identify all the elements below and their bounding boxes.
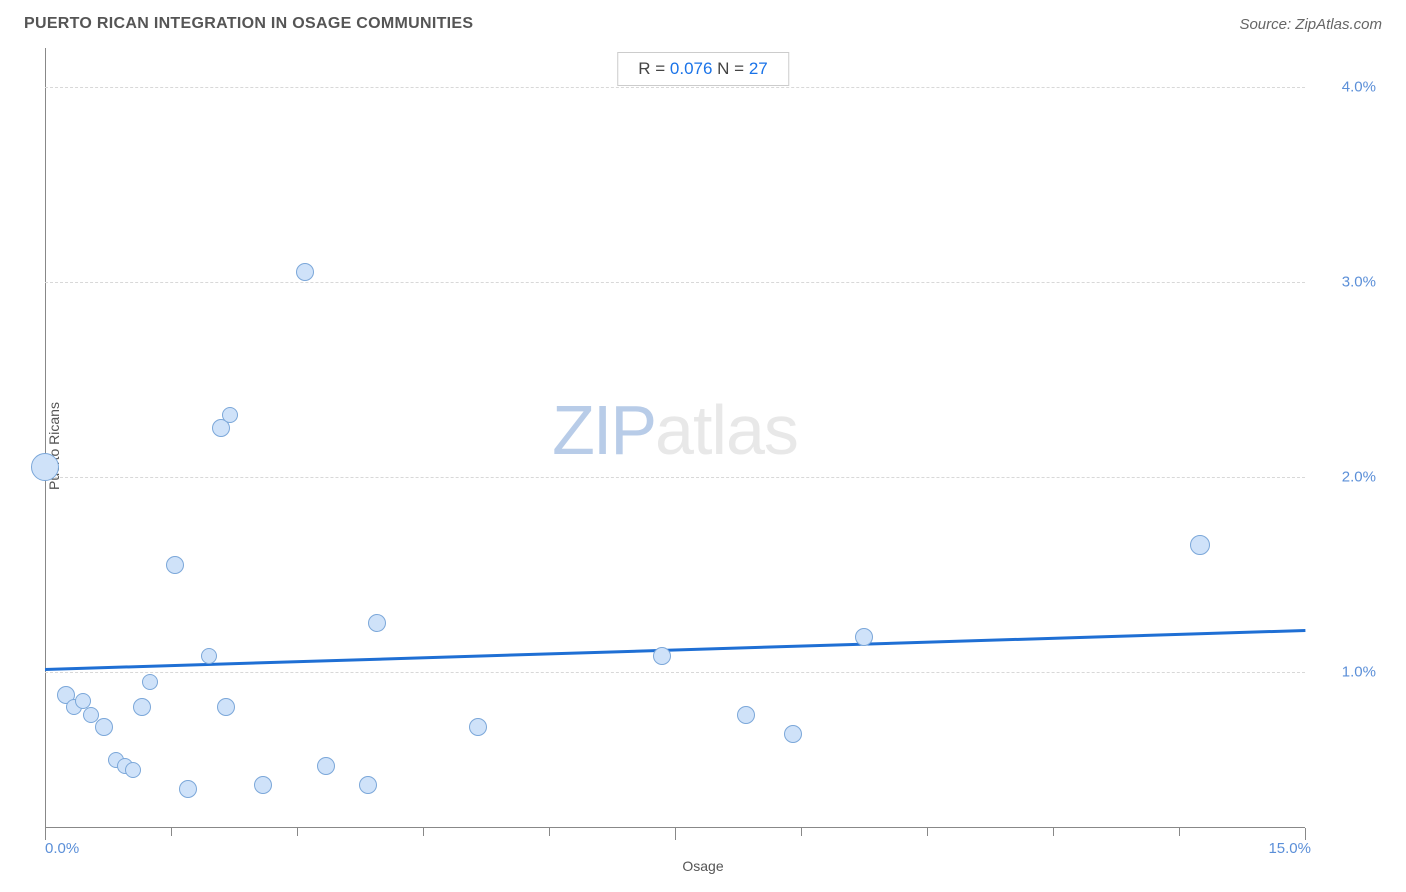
chart-plot-area: ZIPatlas [45, 48, 1305, 828]
data-point [296, 263, 314, 281]
y-axis-line [45, 48, 46, 828]
data-point [31, 453, 59, 481]
data-point [359, 776, 377, 794]
data-point [222, 407, 238, 423]
data-point [95, 718, 113, 736]
x-minor-tick [1053, 828, 1054, 836]
data-point [166, 556, 184, 574]
watermark-zip: ZIP [552, 391, 655, 469]
data-point [653, 647, 671, 665]
data-point [317, 757, 335, 775]
data-point [855, 628, 873, 646]
stat-n-value: 27 [749, 59, 768, 78]
data-point [254, 776, 272, 794]
chart-header: PUERTO RICAN INTEGRATION IN OSAGE COMMUN… [0, 0, 1406, 48]
y-tick-label: 2.0% [1342, 469, 1376, 486]
x-minor-tick [1179, 828, 1180, 836]
gridline [45, 282, 1305, 283]
x-tick [45, 828, 46, 840]
data-point [125, 762, 141, 778]
x-minor-tick [297, 828, 298, 836]
data-point [368, 614, 386, 632]
stat-r-value: 0.076 [670, 59, 713, 78]
x-tick [675, 828, 676, 840]
stat-r-label: R = [638, 59, 670, 78]
x-minor-tick [927, 828, 928, 836]
data-point [179, 780, 197, 798]
watermark: ZIPatlas [552, 390, 798, 470]
trendline [45, 629, 1305, 670]
watermark-atlas: atlas [655, 391, 798, 469]
data-point [469, 718, 487, 736]
data-point [142, 674, 158, 690]
stats-box: R = 0.076 N = 27 [617, 52, 789, 86]
y-tick-label: 4.0% [1342, 79, 1376, 96]
data-point [133, 698, 151, 716]
x-min-label: 0.0% [45, 840, 79, 857]
data-point [737, 706, 755, 724]
gridline [45, 87, 1305, 88]
data-point [217, 698, 235, 716]
x-minor-tick [171, 828, 172, 836]
y-tick-label: 1.0% [1342, 664, 1376, 681]
data-point [1190, 535, 1210, 555]
x-minor-tick [801, 828, 802, 836]
y-tick-label: 3.0% [1342, 274, 1376, 291]
chart-title: PUERTO RICAN INTEGRATION IN OSAGE COMMUN… [24, 15, 473, 33]
stat-n-label: N = [712, 59, 748, 78]
x-max-label: 15.0% [1268, 840, 1311, 857]
gridline [45, 477, 1305, 478]
chart-source: Source: ZipAtlas.com [1239, 16, 1382, 33]
data-point [201, 648, 217, 664]
data-point [784, 725, 802, 743]
x-minor-tick [423, 828, 424, 836]
x-minor-tick [549, 828, 550, 836]
x-tick [1305, 828, 1306, 840]
x-axis-label: Osage [682, 858, 723, 874]
gridline [45, 672, 1305, 673]
